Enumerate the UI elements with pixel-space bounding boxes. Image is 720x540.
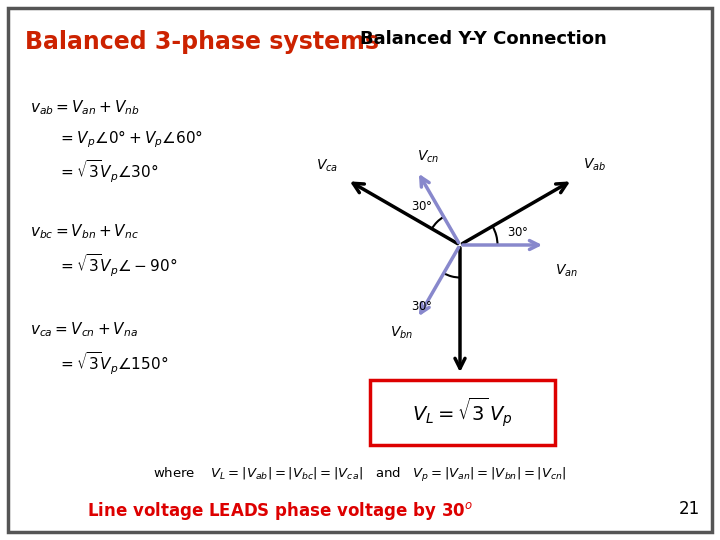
Text: $v_{ab} = V_{an} + V_{nb}$: $v_{ab} = V_{an} + V_{nb}$	[30, 98, 140, 117]
Text: Balanced 3-phase systems: Balanced 3-phase systems	[25, 30, 379, 54]
Text: $v_{bc} = V_{bn} + V_{nc}$: $v_{bc} = V_{bn} + V_{nc}$	[30, 222, 139, 241]
Text: where    $V_L = |V_{ab}| = |V_{bc}| = |V_{ca}|$   and   $V_p = |V_{an}| = |V_{bn: where $V_L = |V_{ab}| = |V_{bc}| = |V_{c…	[153, 466, 567, 484]
Text: $= V_p\angle 0° + V_p\angle 60°$: $= V_p\angle 0° + V_p\angle 60°$	[58, 128, 203, 150]
Text: $= \sqrt{3}V_p\angle 150°$: $= \sqrt{3}V_p\angle 150°$	[58, 350, 168, 376]
Text: $V_{bn}$: $V_{bn}$	[390, 325, 413, 341]
Text: $V_{ca}$: $V_{ca}$	[316, 158, 338, 174]
Text: $30°$: $30°$	[411, 300, 433, 314]
Text: $V_{cn}$: $V_{cn}$	[417, 148, 439, 165]
Text: Line voltage LEADS phase voltage by 30$^o$: Line voltage LEADS phase voltage by 30$^…	[87, 500, 473, 522]
Text: Balanced Y-Y Connection: Balanced Y-Y Connection	[360, 30, 607, 48]
Text: 21: 21	[679, 500, 700, 518]
Text: $v_{ca} = V_{cn} + V_{na}$: $v_{ca} = V_{cn} + V_{na}$	[30, 320, 138, 339]
Text: $V_{bc}$: $V_{bc}$	[449, 387, 472, 403]
Text: $30°$: $30°$	[507, 226, 529, 240]
Text: $V_L = \sqrt{3}\,V_p$: $V_L = \sqrt{3}\,V_p$	[412, 396, 513, 429]
Text: $V_{ab}$: $V_{ab}$	[583, 157, 606, 173]
Text: $= \sqrt{3}V_p\angle -90°$: $= \sqrt{3}V_p\angle -90°$	[58, 252, 177, 279]
Text: $30°$: $30°$	[411, 200, 433, 213]
Text: $= \sqrt{3}V_p\angle 30°$: $= \sqrt{3}V_p\angle 30°$	[58, 158, 158, 185]
Text: $V_{an}$: $V_{an}$	[555, 263, 578, 279]
Bar	[370, 380, 555, 445]
